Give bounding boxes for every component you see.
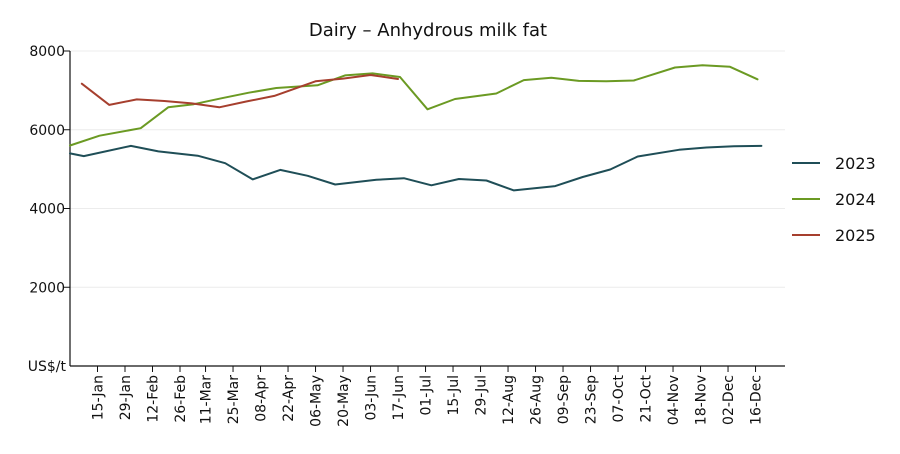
y-unit-label: US$/t — [28, 359, 67, 375]
gridlines — [70, 50, 785, 288]
legend-label-2024: 2024 — [835, 190, 876, 209]
y-tick-label: 4000 — [29, 202, 65, 218]
x-tick-label: 20-May — [336, 375, 352, 427]
x-tick-label: 01-Jul — [419, 375, 435, 416]
x-tick-label: 23-Sep — [584, 375, 600, 424]
series-line-2025 — [80, 74, 399, 109]
x-tick-label: 12-Aug — [501, 375, 517, 425]
x-tick-label: 08-Apr — [254, 375, 270, 422]
legend: 2023 2024 2025 — [792, 154, 876, 245]
x-tick-label: 21-Oct — [639, 374, 655, 422]
x-tick-label: 06-May — [309, 375, 325, 427]
x-tick-label: 11-Mar — [199, 375, 215, 425]
x-tick-label: 09-Sep — [556, 375, 572, 424]
x-tick-label: 07-Oct — [611, 374, 627, 422]
series-line-2023 — [69, 144, 763, 192]
x-tick-label: 16-Dec — [749, 375, 765, 425]
x-tick-label: 18-Nov — [694, 375, 710, 425]
x-tick-label: 26-Aug — [529, 375, 545, 425]
y-tick-label: 6000 — [29, 123, 65, 139]
x-tick-label: 29-Jul — [474, 375, 490, 416]
x-tick-label: 17-Jun — [391, 375, 407, 421]
x-tick-label: 02-Dec — [721, 375, 737, 425]
x-tick-label: 26-Feb — [173, 375, 189, 423]
x-tick-label: 15-Jul — [446, 375, 462, 416]
x-tick-label: 04-Nov — [666, 375, 682, 425]
chart-title: Dairy – Anhydrous milk fat — [309, 20, 547, 41]
y-tick-label: 8000 — [29, 44, 65, 60]
axes: 2000 4000 6000 8000 US$/t 15-Jan 29-Jan 12-Feb 2… — [28, 44, 785, 427]
series-line-2024 — [69, 64, 759, 147]
x-tick-label: 15-Jan — [91, 375, 107, 420]
x-tick-label: 29-Jan — [118, 375, 134, 420]
y-tick-label: 2000 — [29, 280, 65, 296]
series-lines — [69, 64, 763, 192]
x-tick-label: 22-Apr — [281, 375, 297, 422]
x-tick-label: 25-Mar — [226, 375, 242, 425]
legend-label-2023: 2023 — [835, 154, 876, 173]
x-tick-label: 12-Feb — [146, 375, 162, 423]
legend-label-2025: 2025 — [835, 226, 876, 245]
x-tick-label: 03-Jun — [364, 375, 380, 421]
